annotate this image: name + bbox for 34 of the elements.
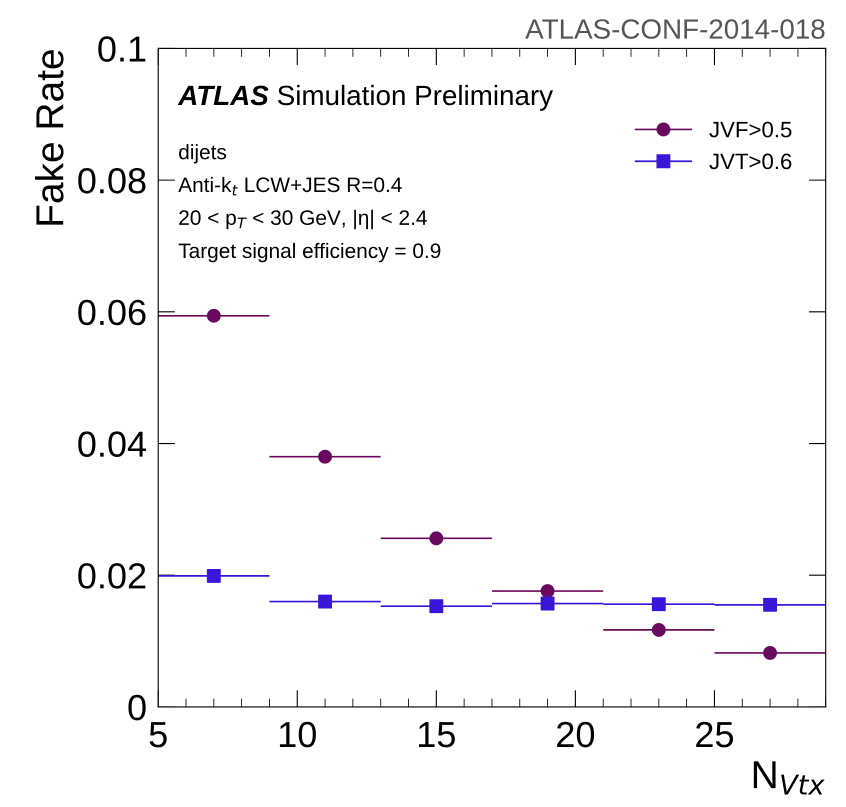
x-tick-label: 5 xyxy=(150,722,167,748)
x-tick-label: 20 xyxy=(557,722,594,748)
point xyxy=(318,450,332,464)
y-tick-label: 0.08 xyxy=(78,168,146,194)
annotation: Anti-k$_{t}$ LCW+JES R=0.4 xyxy=(178,176,402,196)
point xyxy=(652,622,666,637)
legend-label: JVT>0.6 xyxy=(709,154,792,170)
point xyxy=(540,584,555,598)
x-tick-label: 25 xyxy=(696,722,734,748)
x-tick-label: 10 xyxy=(280,722,316,748)
annotation: Target signal efficiency = 0.9 xyxy=(178,242,440,262)
x-axis-title: N$_{Vtx}$ xyxy=(754,761,825,795)
y-tick-label: 0 xyxy=(128,694,146,720)
point xyxy=(429,531,444,546)
point xyxy=(652,597,666,612)
x-tick-label: 15 xyxy=(418,722,455,748)
point xyxy=(429,599,444,614)
y-tick-label: 0.02 xyxy=(78,563,146,589)
annotation: 20 < p$_{T}$ < 30 GeV, |η| < 2.4 xyxy=(179,210,427,230)
point xyxy=(206,568,221,583)
point xyxy=(763,598,778,612)
y-tick-label: 0.1 xyxy=(98,36,146,62)
legend-label: JVF>0.5 xyxy=(709,122,792,138)
annotation: Simulation Preliminary xyxy=(278,84,554,111)
annotation: ATLAS xyxy=(178,86,268,106)
point xyxy=(206,308,221,323)
y-tick-label: 0.04 xyxy=(78,431,146,457)
point xyxy=(763,646,778,660)
y-axis-title: Fake Rate xyxy=(35,50,64,225)
point xyxy=(540,596,555,610)
y-tick-label: 0.06 xyxy=(78,300,146,326)
annotation: dijets xyxy=(179,144,226,164)
point xyxy=(318,594,332,609)
text: ATLAS-CONF-2014-018 xyxy=(525,19,825,39)
